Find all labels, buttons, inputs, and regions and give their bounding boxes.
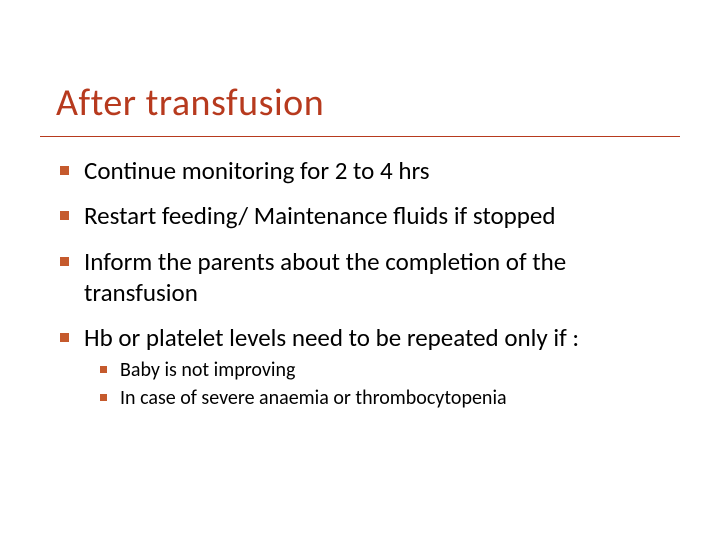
list-item: Hb or platelet levels need to be repeate… <box>56 322 664 411</box>
list-item: Restart feeding/ Maintenance fluids if s… <box>56 200 664 231</box>
list-item-text: Continue monitoring for 2 to 4 hrs <box>84 155 430 186</box>
slide-title: After transfusion <box>56 80 720 126</box>
list-item-text: Hb or platelet levels need to be repeate… <box>84 322 579 353</box>
sub-list-item: Baby is not improving <box>96 357 664 383</box>
bullet-list: Continue monitoring for 2 to 4 hrs Resta… <box>56 155 664 411</box>
sub-list-item: In case of severe anaemia or thrombocyto… <box>96 385 664 411</box>
list-item-text: Restart feeding/ Maintenance fluids if s… <box>84 200 556 231</box>
title-rule <box>40 136 680 137</box>
slide-body: Continue monitoring for 2 to 4 hrs Resta… <box>56 155 664 411</box>
slide: After transfusion Continue monitoring fo… <box>0 80 720 540</box>
sub-list-item-text: Baby is not improving <box>120 358 295 382</box>
sub-list: Baby is not improving In case of severe … <box>84 357 664 411</box>
list-item: Inform the parents about the completion … <box>56 246 664 309</box>
list-item: Continue monitoring for 2 to 4 hrs <box>56 155 664 186</box>
sub-list-item-text: In case of severe anaemia or thrombocyto… <box>120 386 507 410</box>
list-item-text: Inform the parents about the completion … <box>84 246 566 308</box>
